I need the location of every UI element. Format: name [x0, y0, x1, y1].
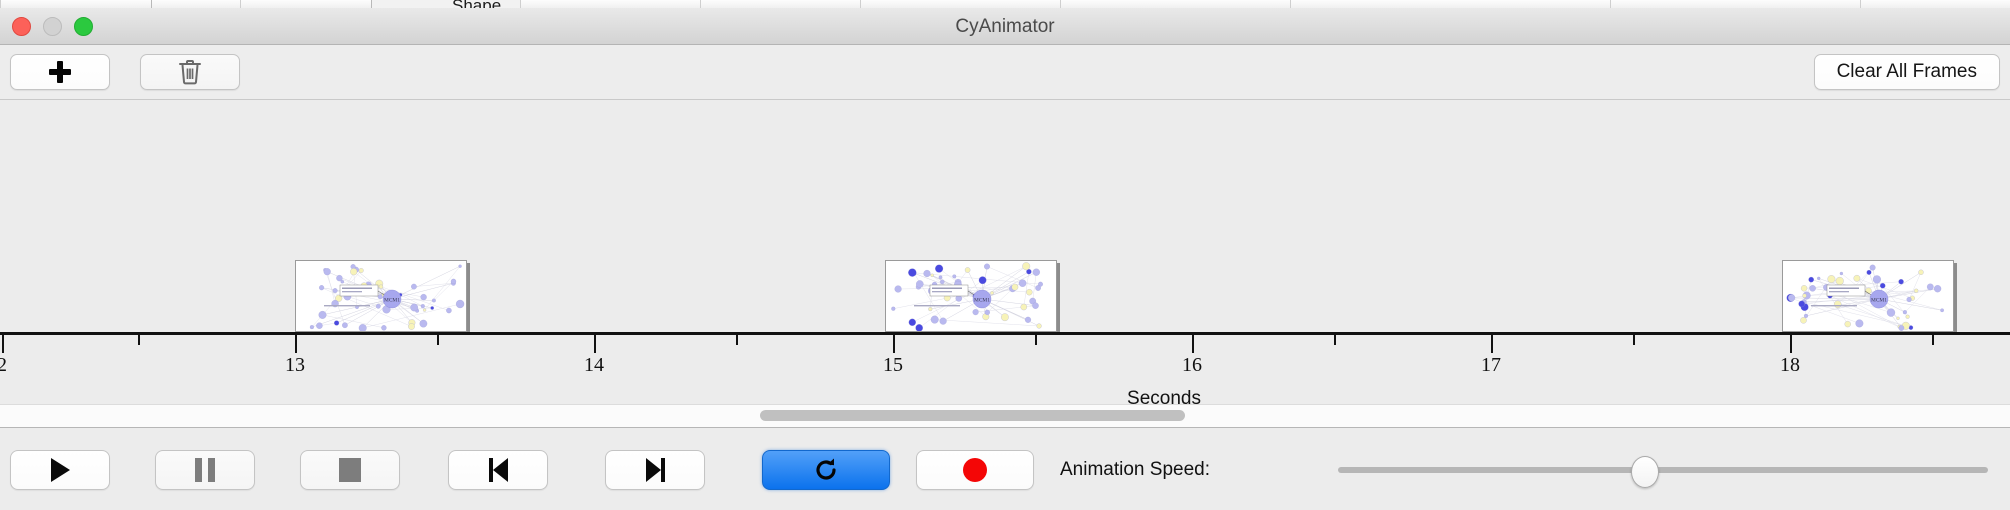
frames-toolbar: Clear All Frames	[0, 45, 2010, 100]
skip-back-button[interactable]	[448, 450, 548, 490]
trash-icon	[179, 60, 201, 85]
playback-control-bar: Animation Speed:	[0, 427, 2010, 510]
svg-text:MCM1: MCM1	[974, 297, 990, 303]
axis-tick-major	[2, 335, 4, 353]
svg-text:MCM1: MCM1	[384, 297, 400, 303]
window-controls	[12, 17, 93, 36]
timeline-panel[interactable]: MCM1 MCM1 MCM1 2 13 14 15 16 17 18 Seconds	[0, 100, 2010, 404]
axis-tick-label: 16	[1182, 354, 1202, 376]
skip-forward-icon	[645, 458, 665, 482]
record-icon	[963, 458, 987, 482]
loop-icon	[816, 458, 836, 480]
axis-tick-major	[295, 335, 297, 353]
stop-icon	[339, 458, 361, 482]
maximize-window-icon[interactable]	[74, 17, 93, 36]
skip-back-icon	[488, 458, 508, 482]
svg-text:MCM1: MCM1	[1871, 297, 1887, 303]
animation-speed-slider[interactable]	[1338, 450, 1988, 490]
close-window-icon[interactable]	[12, 17, 31, 36]
timeline-frame-thumbnail[interactable]: MCM1	[295, 260, 467, 332]
window-titlebar: CyAnimator	[0, 8, 2010, 45]
axis-tick-minor	[1334, 335, 1336, 345]
axis-tick-label: 18	[1780, 354, 1800, 376]
animation-speed-label: Animation Speed:	[1060, 459, 1210, 480]
timeline-hscrollbar-thumb[interactable]	[760, 410, 1185, 421]
axis-tick-label: 15	[883, 354, 903, 376]
timeline-frame-thumbnail[interactable]: MCM1	[885, 260, 1057, 332]
pause-button[interactable]	[155, 450, 255, 490]
axis-tick-minor	[437, 335, 439, 345]
timeline-axis-title: Seconds	[1127, 388, 1201, 404]
play-button[interactable]	[10, 450, 110, 490]
loop-button[interactable]	[762, 450, 890, 490]
clear-all-frames-button[interactable]: Clear All Frames	[1813, 54, 2000, 90]
add-frame-button[interactable]	[10, 54, 110, 90]
axis-tick-label: 2	[0, 354, 7, 376]
window-title: CyAnimator	[955, 16, 1055, 37]
play-icon	[50, 458, 70, 482]
axis-tick-major	[594, 335, 596, 353]
axis-tick-label: 14	[584, 354, 604, 376]
stop-button[interactable]	[300, 450, 400, 490]
plus-icon	[49, 61, 71, 83]
axis-tick-label: 13	[285, 354, 305, 376]
axis-tick-major	[1491, 335, 1493, 353]
skip-forward-button[interactable]	[605, 450, 705, 490]
axis-tick-major	[1790, 335, 1792, 353]
axis-tick-label: 17	[1481, 354, 1501, 376]
axis-tick-minor	[736, 335, 738, 345]
timeline-hscrollbar[interactable]	[0, 404, 2010, 427]
axis-tick-major	[1192, 335, 1194, 353]
axis-tick-major	[893, 335, 895, 353]
record-button[interactable]	[916, 450, 1034, 490]
pause-icon	[195, 458, 215, 482]
axis-tick-minor	[1932, 335, 1934, 345]
animation-speed-thumb[interactable]	[1630, 456, 1659, 488]
minimize-window-icon[interactable]	[43, 17, 62, 36]
timeline-frame-thumbnail[interactable]: MCM1	[1782, 260, 1954, 332]
axis-tick-minor	[1035, 335, 1037, 345]
delete-frame-button[interactable]	[140, 54, 240, 90]
animation-speed-track	[1338, 467, 1988, 473]
cyanimator-window: CyAnimator Clear All Frames MCM1 MCM1 MCM1…	[0, 8, 2010, 510]
timeline-axis-line	[0, 332, 2010, 335]
axis-tick-minor	[138, 335, 140, 345]
axis-tick-minor	[1633, 335, 1635, 345]
